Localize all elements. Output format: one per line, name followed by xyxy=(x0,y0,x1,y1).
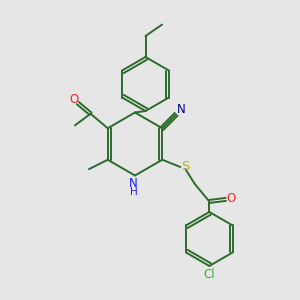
Text: Cl: Cl xyxy=(203,268,215,281)
Text: O: O xyxy=(226,192,236,205)
Text: N: N xyxy=(177,103,186,116)
Text: S: S xyxy=(181,160,189,173)
Text: H: H xyxy=(130,187,137,197)
Text: O: O xyxy=(69,93,78,106)
Text: N: N xyxy=(129,177,138,190)
